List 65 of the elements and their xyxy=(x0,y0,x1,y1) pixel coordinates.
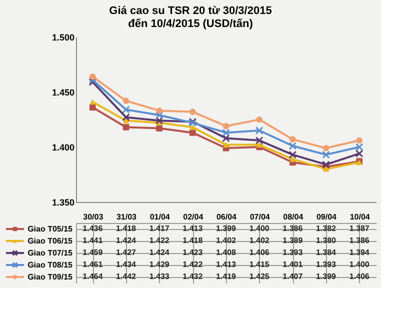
data-label: 1.382 xyxy=(316,224,337,233)
data-label: 1.427 xyxy=(116,248,137,257)
y-tick-label: 1.450 xyxy=(52,88,74,98)
data-label: 1.407 xyxy=(282,272,304,281)
data-label: 1.386 xyxy=(282,224,304,233)
x-tick-label: 10/04 xyxy=(350,212,370,222)
data-label: 1.393 xyxy=(316,260,337,269)
data-label: 1.461 xyxy=(82,260,104,269)
data-label: 1.415 xyxy=(249,260,270,269)
x-tick-label: 31/03 xyxy=(116,212,138,222)
x-tick-label: 08/04 xyxy=(283,212,304,222)
y-tick-label: 1.400 xyxy=(52,142,74,152)
data-label: 1.418 xyxy=(182,236,204,245)
data-label: 1.434 xyxy=(116,260,137,269)
data-label: 1.406 xyxy=(249,248,270,257)
data-label: 1.408 xyxy=(216,248,237,257)
data-label: 1.441 xyxy=(82,236,104,245)
data-label: 1.406 xyxy=(349,272,370,281)
data-label: 1.424 xyxy=(116,236,137,245)
data-label: 1.417 xyxy=(149,224,170,233)
text: Giá cao su TSR 20 từ 30/3/2015 xyxy=(109,5,272,17)
data-label: 1.389 xyxy=(282,236,304,245)
x-tick-label: 06/04 xyxy=(216,212,238,222)
data-label: 1.433 xyxy=(149,272,170,281)
legend-label: Giao T05/15 xyxy=(28,224,74,234)
data-label: 1.436 xyxy=(82,224,104,233)
data-label: 1.442 xyxy=(116,272,137,281)
data-label: 1.413 xyxy=(182,224,204,233)
text: đến 10/4/2015 (USD/tấn) xyxy=(128,18,253,30)
x-tick-label: 01/04 xyxy=(150,212,170,222)
data-label: 1.418 xyxy=(116,224,137,233)
x-tick-label: 07/04 xyxy=(250,212,270,222)
data-label: 1.400 xyxy=(349,260,370,269)
legend-label: Giao T07/15 xyxy=(28,248,74,258)
legend-label: Giao T09/15 xyxy=(28,272,74,282)
data-label: 1.387 xyxy=(349,224,370,233)
data-label: 1.386 xyxy=(349,236,370,245)
data-label: 1.402 xyxy=(216,236,237,245)
data-label: 1.422 xyxy=(149,236,170,245)
y-tick-label: 1.350 xyxy=(52,198,74,208)
data-label: 1.432 xyxy=(182,272,204,281)
data-label: 1.384 xyxy=(316,248,337,257)
data-label: 1.419 xyxy=(216,272,237,281)
data-label: 1.402 xyxy=(249,236,270,245)
x-tick-label: 30/03 xyxy=(83,212,104,222)
x-tick-label: 09/04 xyxy=(316,212,338,222)
data-label: 1.425 xyxy=(249,272,270,281)
y-tick-label: 1.500 xyxy=(52,32,74,42)
data-label: 1.422 xyxy=(182,260,204,269)
data-label: 1.394 xyxy=(349,248,370,257)
data-label: 1.399 xyxy=(216,224,237,233)
data-label: 1.380 xyxy=(316,236,337,245)
data-label: 1.393 xyxy=(282,248,304,257)
legend-label: Giao T08/15 xyxy=(28,260,74,270)
data-label: 1.459 xyxy=(82,248,104,257)
x-tick-label: 02/04 xyxy=(183,212,204,222)
data-label: 1.413 xyxy=(216,260,237,269)
data-label: 1.401 xyxy=(282,260,304,269)
data-label: 1.464 xyxy=(82,272,104,281)
legend-label: Giao T06/15 xyxy=(28,236,74,246)
data-label: 1.429 xyxy=(149,260,170,269)
data-label: 1.399 xyxy=(316,272,337,281)
data-label: 1.400 xyxy=(249,224,270,233)
data-label: 1.424 xyxy=(149,248,170,257)
data-label: 1.423 xyxy=(182,248,204,257)
